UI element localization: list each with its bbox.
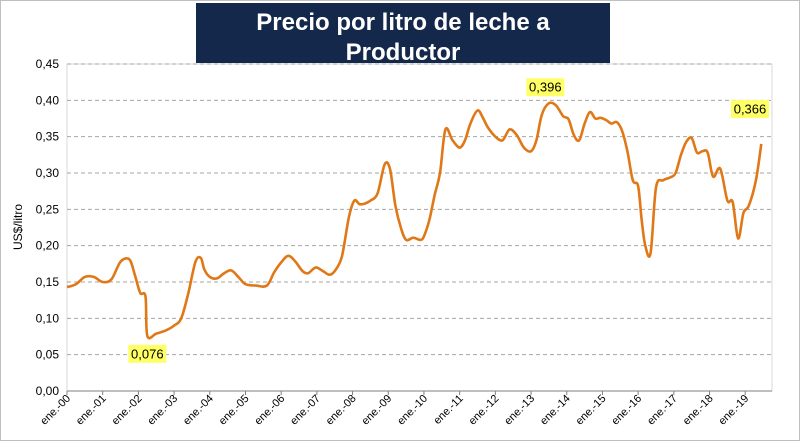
x-tick-label: ene.-17 — [645, 393, 680, 428]
callout-label: 0,076 — [131, 346, 164, 361]
x-tick-label: ene.-09 — [360, 393, 395, 428]
chart-title: Precio por litro de leche a Productor — [256, 9, 550, 66]
gridlines — [67, 63, 772, 356]
x-axis-ticks: ene.-00 ene.-01 ene.-02 ene.-03 ene.-04 ene.-… — [38, 391, 751, 428]
x-tick-label: ene.-06 — [252, 393, 287, 428]
x-tick-label: ene.-13 — [502, 393, 537, 428]
callout-label: 0,396 — [529, 80, 562, 95]
x-tick-label: ene.-05 — [217, 393, 252, 428]
value-callouts: 0,076 0,396 0,366 — [128, 78, 769, 363]
y-tick-label: 0,15 — [36, 275, 60, 289]
x-tick-label: ene.-02 — [110, 393, 145, 428]
callout-box — [128, 344, 167, 363]
y-tick-label: 0,05 — [36, 348, 60, 362]
y-tick-label: 0,20 — [36, 239, 60, 253]
y-axis-ticks: 0,00 0,05 0,10 0,15 0,20 0,25 0,30 0,35 0,40 0,45 — [36, 57, 60, 398]
callout-box — [526, 78, 565, 97]
plot-area — [66, 63, 773, 392]
x-tick-label: ene.-15 — [574, 393, 609, 428]
price-series-line — [66, 101, 763, 340]
x-tick-label: ene.-11 — [431, 393, 465, 427]
y-tick-label: 0,40 — [36, 93, 60, 107]
x-tick-label: ene.-16 — [609, 393, 644, 428]
x-tick-label: ene.-12 — [467, 393, 502, 428]
chart-subtitle: - en dólares - — [361, 69, 445, 85]
callout-label: 0,366 — [734, 102, 767, 117]
x-tick-label: ene.-18 — [681, 393, 716, 428]
y-tick-label: 0,45 — [36, 57, 60, 71]
x-tick-label: ene.-19 — [716, 393, 751, 428]
x-tick-label: ene.-01 — [74, 393, 109, 428]
x-tick-label: ene.-10 — [395, 393, 430, 428]
x-tick-label: ene.-14 — [538, 393, 573, 428]
x-tick-label: ene.-08 — [324, 393, 359, 428]
y-tick-label: 0,00 — [36, 384, 60, 398]
y-tick-label: 0,35 — [36, 130, 60, 144]
y-tick-label: 0,10 — [36, 311, 60, 325]
chart-title-box: Precio por litro de leche a Productor - … — [196, 3, 610, 85]
x-tick-label: ene.-03 — [145, 393, 180, 428]
y-axis-label: US$/litro — [11, 204, 25, 250]
x-tick-label: ene.-04 — [181, 393, 216, 428]
callout-box — [731, 100, 769, 119]
y-tick-label: 0,25 — [36, 202, 60, 216]
x-tick-label: ene.-07 — [288, 393, 323, 428]
y-tick-label: 0,30 — [36, 166, 60, 180]
